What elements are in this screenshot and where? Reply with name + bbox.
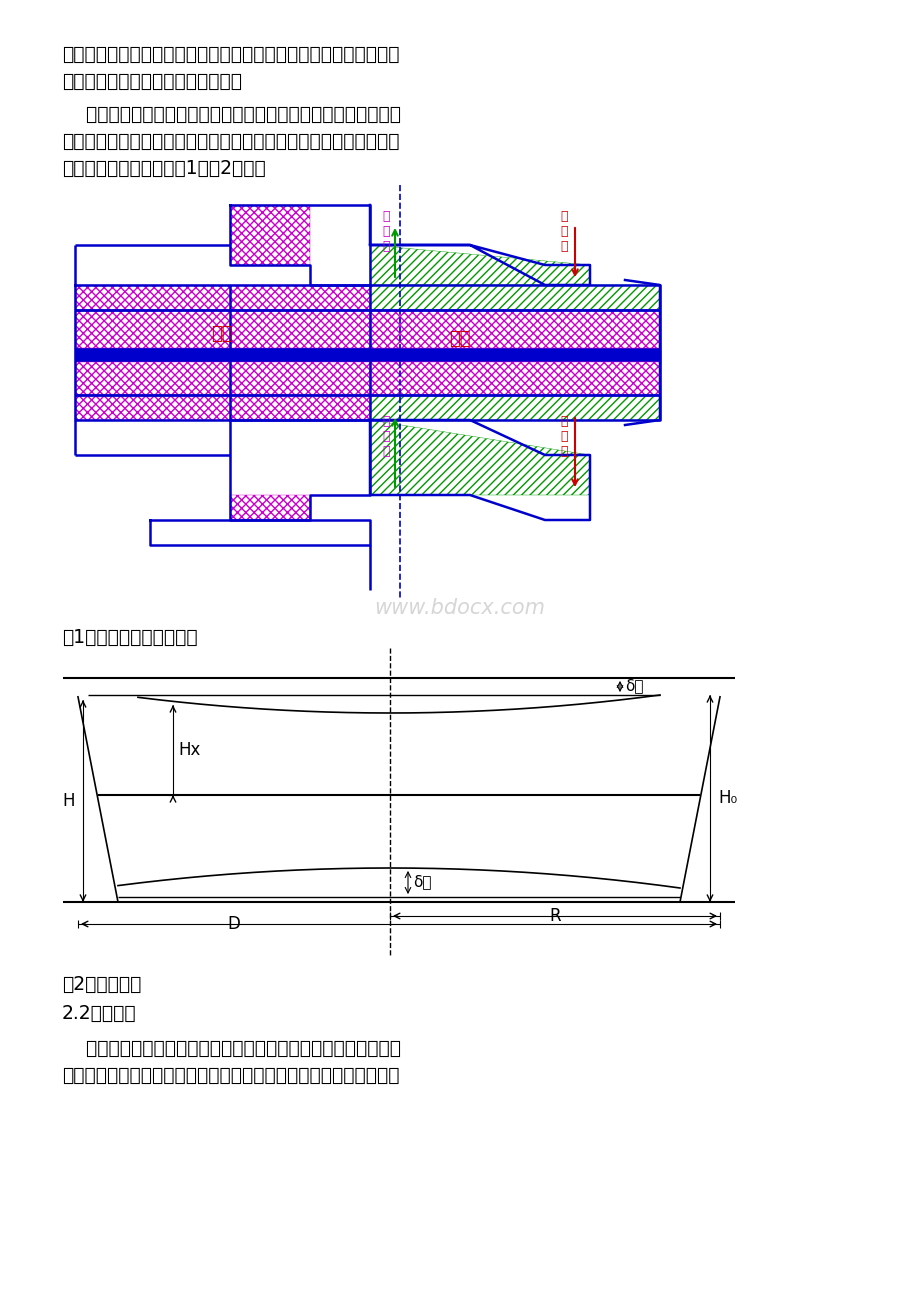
- Polygon shape: [230, 495, 310, 519]
- Text: 所普遍采用的尾部换热设备，回转式空气预热器的原理是利用烟气余: 所普遍采用的尾部换热设备，回转式空气预热器的原理是利用烟气余: [62, 46, 399, 64]
- Text: 空气预热器运行时，转子的上下端面上存在温度差，也即沿着转: 空气预热器运行时，转子的上下端面上存在温度差，也即沿着转: [62, 105, 401, 124]
- Text: D: D: [227, 915, 240, 934]
- Text: 子高度方向上的温度梯度引起了转子的热态蘑菇状变形，转子上端面: 子高度方向上的温度梯度引起了转子的热态蘑菇状变形，转子上端面: [62, 132, 399, 151]
- Text: 冷
空
气: 冷 空 气: [381, 415, 389, 458]
- Text: 回转式空气预热器主要由转子和外壳组成，转子是运动部件，外: 回转式空气预热器主要由转子和外壳组成，转子是运动部件，外: [62, 1039, 401, 1059]
- Text: 热
空
气: 热 空 气: [381, 210, 389, 253]
- Text: Hx: Hx: [177, 741, 200, 759]
- Text: 冷态: 冷态: [211, 326, 233, 342]
- Polygon shape: [75, 285, 369, 310]
- Text: 2.2漏风分析: 2.2漏风分析: [62, 1004, 137, 1023]
- Text: H₀: H₀: [717, 789, 736, 807]
- Polygon shape: [369, 245, 589, 285]
- Text: 热态: 热态: [448, 329, 471, 348]
- Polygon shape: [75, 310, 659, 348]
- Text: 图1转子的冷态和热态情况: 图1转子的冷态和热态情况: [62, 628, 198, 647]
- Text: R: R: [549, 907, 561, 924]
- Text: 图2转子热变形: 图2转子热变形: [62, 975, 142, 993]
- Text: www.bdocx.com: www.bdocx.com: [374, 598, 545, 618]
- Polygon shape: [369, 395, 659, 421]
- Text: δ上: δ上: [624, 678, 642, 694]
- Polygon shape: [75, 395, 369, 421]
- Text: δ下: δ下: [413, 875, 431, 889]
- Text: 热提高进入炉膛的空气温度的设备。: 热提高进入炉膛的空气温度的设备。: [62, 72, 242, 91]
- Text: H: H: [62, 792, 75, 810]
- Text: 外凸，下端面内凹。如图1、图2所示。: 外凸，下端面内凹。如图1、图2所示。: [62, 159, 266, 178]
- Polygon shape: [230, 204, 310, 266]
- Polygon shape: [369, 362, 659, 395]
- Text: 热
烟
气: 热 烟 气: [560, 210, 567, 253]
- Polygon shape: [369, 421, 589, 495]
- Text: 壳是静止部件，动静部件之间肯定存在间隙，这种间隙就是漏风的渠: 壳是静止部件，动静部件之间肯定存在间隙，这种间隙就是漏风的渠: [62, 1066, 399, 1085]
- Polygon shape: [369, 285, 659, 310]
- Text: 冷
烟
气: 冷 烟 气: [560, 415, 567, 458]
- Polygon shape: [369, 310, 659, 348]
- Polygon shape: [75, 362, 659, 395]
